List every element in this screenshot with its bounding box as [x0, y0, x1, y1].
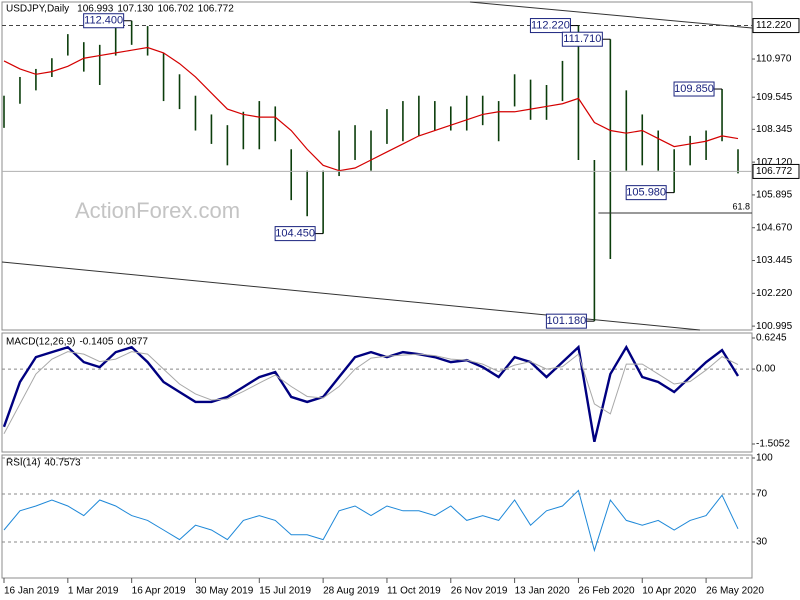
- header-value: 106.702: [157, 4, 194, 15]
- y-tick-label: 108.345: [756, 124, 793, 135]
- annotation-box: [625, 185, 667, 201]
- y-tick-label: 100: [756, 453, 773, 464]
- annotation-box: [673, 81, 715, 97]
- annotation-label: 105.980: [626, 187, 666, 199]
- indicator-line: [2, 344, 740, 443]
- level-label: 112.220: [756, 20, 792, 31]
- watermark: ActionForex.com: [75, 198, 240, 223]
- annotation-label: 109.850: [674, 83, 714, 95]
- fib-label: 61.8: [732, 201, 750, 211]
- header-value: 106.993: [77, 4, 114, 15]
- y-tick-label: 102.220: [756, 288, 793, 299]
- x-tick-label: 15 Jul 2019: [259, 586, 311, 597]
- y-tick-label: 103.445: [756, 255, 793, 266]
- annotation-box: [545, 313, 587, 329]
- rsi-panel: [1, 454, 753, 579]
- x-tick-label: 26 Feb 2020: [578, 586, 635, 597]
- annotation-label: 104.450: [275, 228, 315, 240]
- trendline: [469, 1, 753, 29]
- x-tick-label: 26 May 2020: [706, 586, 764, 597]
- panel-title: RSI(14): [6, 458, 40, 469]
- x-tick-label: 10 Apr 2020: [642, 586, 696, 597]
- last-price-box: [752, 163, 800, 179]
- annotation-label: 111.710: [563, 33, 601, 45]
- y-tick-label: -1.5052: [756, 439, 790, 450]
- panel-reading: 40.7573: [44, 458, 81, 469]
- panel-title: MACD(12,26,9): [6, 337, 75, 348]
- last-price-label: 106.772: [756, 166, 793, 177]
- x-tick-label: 16 Jan 2019: [4, 586, 59, 597]
- x-tick-label: 26 Nov 2019: [451, 586, 508, 597]
- x-tick-label: 30 May 2019: [195, 586, 253, 597]
- y-tick-label: 30: [756, 537, 768, 548]
- header-value: 106.772: [198, 4, 235, 15]
- y-tick-label: 70: [756, 489, 768, 500]
- x-tick-label: 13 Jan 2020: [515, 586, 570, 597]
- price-panel: [1, 1, 753, 331]
- x-tick-label: 16 Apr 2019: [132, 586, 186, 597]
- annotation-box: [83, 13, 125, 29]
- panel-reading: -0.1405: [79, 337, 113, 348]
- y-tick-label: 107.120: [756, 157, 793, 168]
- level-box: [752, 18, 800, 34]
- x-tick-label: 1 Mar 2019: [68, 586, 119, 597]
- annotation-label: 101.180: [547, 315, 587, 327]
- indicator-line: [3, 351, 739, 435]
- y-tick-label: 104.670: [756, 222, 793, 233]
- y-tick-label: 109.545: [756, 92, 793, 103]
- y-tick-label: 0.6245: [756, 333, 787, 344]
- indicator-line: [3, 489, 739, 553]
- y-tick-label: 110.970: [756, 54, 792, 65]
- annotation-label: 112.220: [531, 19, 570, 31]
- y-tick-label: 105.895: [756, 190, 793, 201]
- chart-title: USDJPY,Daily: [6, 4, 69, 15]
- annotation-box: [274, 226, 316, 242]
- macd-panel: [1, 332, 753, 453]
- annotation-box: [529, 18, 571, 34]
- y-tick-label: 0.00: [756, 364, 776, 375]
- annotation-label: 112.400: [84, 15, 123, 27]
- moving-average: [3, 46, 739, 172]
- header-value: 107.130: [117, 4, 154, 15]
- y-tick-label: 100.995: [756, 321, 793, 332]
- x-tick-label: 28 Aug 2019: [323, 586, 380, 597]
- annotation-box: [561, 31, 603, 47]
- x-tick-label: 11 Oct 2019: [387, 586, 441, 597]
- panel-reading: 0.0877: [117, 337, 148, 348]
